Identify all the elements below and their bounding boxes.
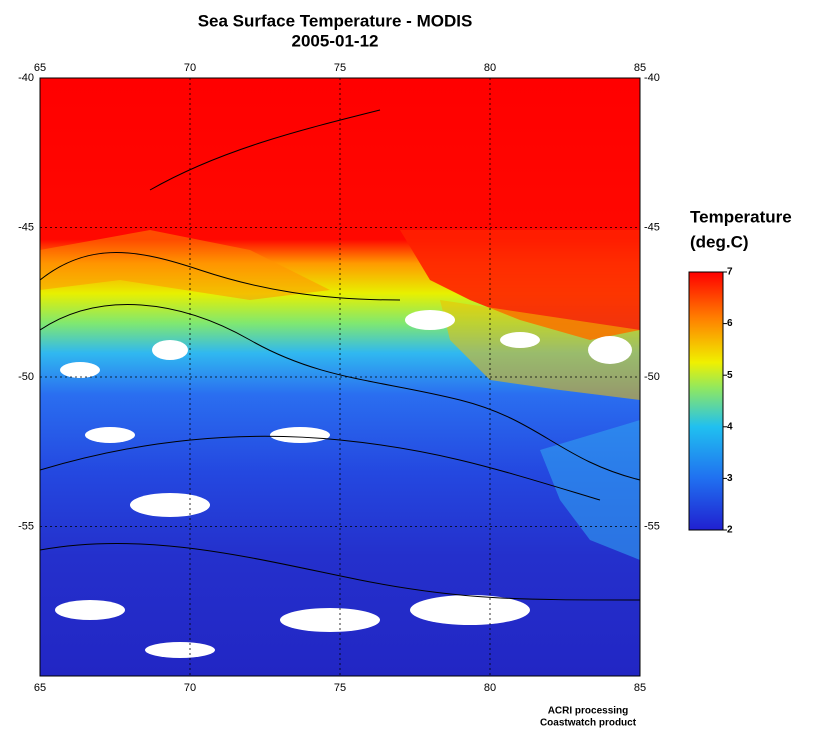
colorbar-tick-label: 4 (727, 421, 733, 432)
x-tick-label: 80 (484, 62, 496, 74)
y-tick-label: -45 (18, 221, 34, 233)
title: Sea Surface Temperature - MODIS (198, 11, 473, 30)
x-tick-label: 85 (634, 682, 646, 694)
x-tick-label: 75 (334, 62, 346, 74)
colorbar-tick-label: 2 (727, 525, 733, 536)
x-tick-label: 85 (634, 62, 646, 74)
x-tick-label: 75 (334, 682, 346, 694)
colorbar-title: (deg.C) (690, 232, 749, 251)
credit: ACRI processing (548, 706, 629, 717)
y-tick-label: -50 (18, 371, 34, 383)
x-tick-label: 70 (184, 62, 196, 74)
x-tick-label: 80 (484, 682, 496, 694)
credit: Coastwatch product (540, 718, 637, 729)
x-tick-label: 65 (34, 62, 46, 74)
y-tick-label: -50 (644, 371, 660, 383)
subtitle: 2005-01-12 (292, 31, 379, 50)
colorbar-tick-label: 6 (727, 318, 733, 329)
colorbar (688, 271, 724, 531)
colorbar-tick-label: 7 (727, 267, 733, 278)
y-tick-label: -40 (644, 72, 660, 84)
y-tick-label: -40 (18, 72, 34, 84)
x-tick-label: 70 (184, 682, 196, 694)
y-tick-label: -55 (644, 520, 660, 532)
colorbar-title: Temperature (690, 207, 792, 226)
y-tick-label: -45 (644, 221, 660, 233)
x-tick-label: 65 (34, 682, 46, 694)
y-tick-label: -55 (18, 520, 34, 532)
colorbar-tick-label: 3 (727, 473, 733, 484)
colorbar-tick-label: 5 (727, 370, 733, 381)
